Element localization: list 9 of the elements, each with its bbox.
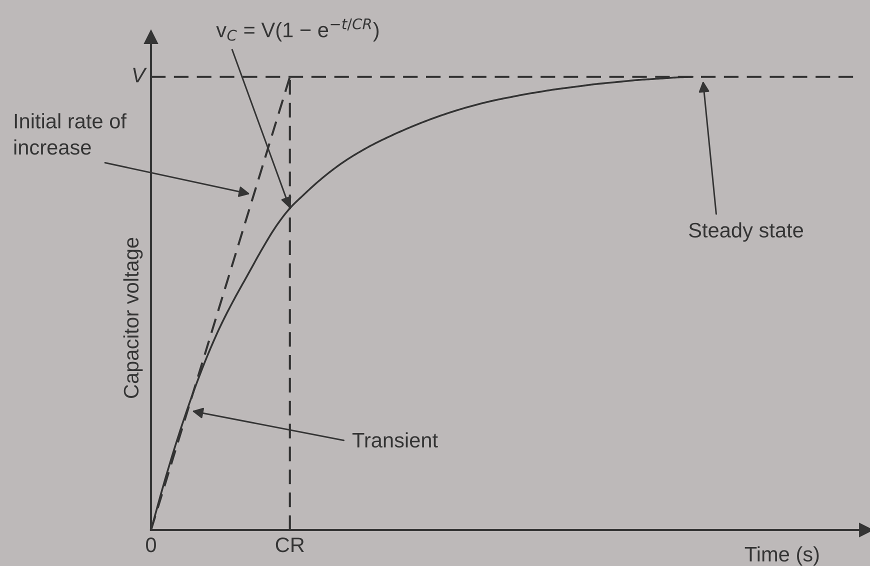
annotation: Steady state	[689, 222, 803, 242]
x-tick-label: CR	[276, 537, 304, 552]
y-axis-title: Capacitor voltage	[123, 238, 143, 398]
x-axis-title: Time (s)	[744, 546, 819, 566]
text: Initial rate of increase	[14, 113, 127, 155]
annotation: v$_{C}$ = V(1 − e$^{−t/CR}$)	[216, 18, 379, 42]
annotation: Transient	[352, 432, 438, 448]
x-tick-label: 0	[146, 537, 156, 552]
ref-line-label: V	[133, 68, 147, 82]
